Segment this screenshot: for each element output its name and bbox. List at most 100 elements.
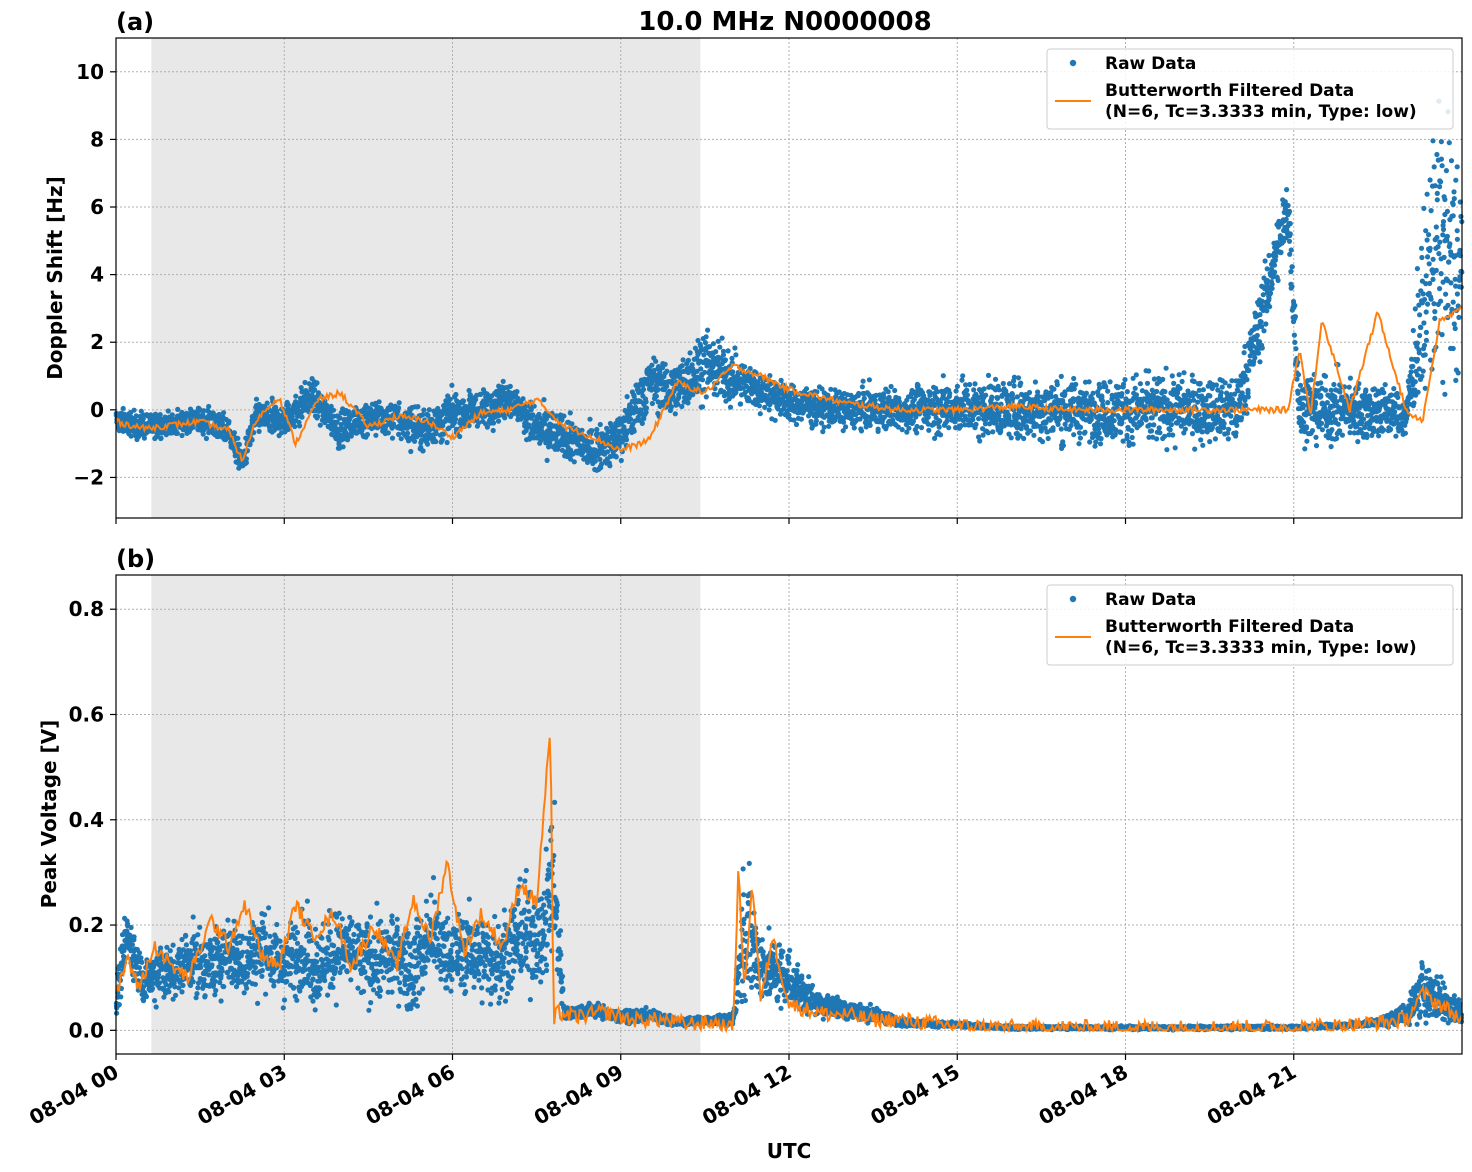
raw-data-point bbox=[946, 425, 952, 431]
raw-data-point bbox=[885, 389, 891, 395]
raw-data-point bbox=[867, 422, 873, 428]
raw-data-point bbox=[297, 423, 303, 429]
raw-data-point bbox=[1233, 430, 1239, 436]
raw-data-point bbox=[1328, 387, 1334, 393]
raw-data-point bbox=[1271, 262, 1278, 268]
raw-data-point bbox=[1207, 393, 1213, 399]
raw-data-point bbox=[1096, 430, 1102, 436]
raw-data-point bbox=[727, 404, 734, 410]
raw-data-point bbox=[1097, 385, 1103, 391]
raw-data-point bbox=[1301, 419, 1307, 425]
raw-data-point bbox=[453, 391, 459, 398]
raw-data-point bbox=[1381, 427, 1387, 433]
raw-data-point bbox=[1039, 439, 1046, 445]
raw-data-point bbox=[1261, 328, 1267, 334]
raw-data-point bbox=[1098, 436, 1104, 442]
raw-data-point bbox=[589, 428, 595, 434]
raw-data-point bbox=[1293, 346, 1299, 352]
raw-data-point bbox=[1154, 388, 1160, 395]
raw-data-point bbox=[1181, 370, 1187, 376]
raw-data-point bbox=[1179, 378, 1185, 385]
raw-data-point bbox=[330, 407, 337, 413]
raw-data-point bbox=[398, 436, 404, 442]
raw-data-point bbox=[643, 399, 649, 405]
raw-data-point bbox=[1197, 380, 1203, 386]
raw-data-point bbox=[698, 366, 704, 372]
raw-data-point bbox=[1322, 387, 1329, 393]
raw-data-point bbox=[866, 377, 873, 383]
raw-data-point bbox=[967, 381, 973, 388]
raw-data-point bbox=[201, 408, 207, 414]
raw-data-point bbox=[247, 441, 253, 448]
raw-data-point bbox=[1146, 368, 1152, 374]
raw-data-point bbox=[317, 422, 323, 428]
raw-data-point bbox=[1284, 187, 1290, 193]
raw-data-point bbox=[843, 424, 849, 430]
raw-data-point bbox=[396, 405, 402, 411]
raw-data-point bbox=[1218, 390, 1224, 396]
raw-data-point bbox=[1285, 202, 1291, 209]
raw-data-point bbox=[700, 377, 706, 383]
raw-data-point bbox=[737, 401, 744, 407]
raw-data-point bbox=[1291, 332, 1297, 338]
raw-data-point bbox=[1287, 231, 1293, 237]
raw-data-point bbox=[514, 389, 520, 395]
raw-data-point bbox=[1006, 412, 1012, 418]
raw-data-point bbox=[1143, 417, 1149, 423]
raw-data-point bbox=[133, 413, 139, 419]
raw-data-point bbox=[624, 394, 630, 400]
raw-data-point bbox=[1292, 302, 1298, 309]
raw-data-point bbox=[927, 389, 933, 395]
raw-data-point bbox=[1207, 439, 1213, 445]
raw-data-point bbox=[672, 411, 678, 417]
raw-data-point bbox=[892, 387, 898, 394]
raw-data-point bbox=[679, 363, 685, 369]
raw-data-point bbox=[426, 407, 432, 413]
raw-data-point bbox=[1068, 423, 1074, 429]
raw-data-point bbox=[1346, 384, 1352, 390]
raw-data-point bbox=[1313, 401, 1319, 407]
raw-data-point bbox=[613, 454, 619, 460]
raw-data-point bbox=[1266, 295, 1272, 301]
raw-data-point bbox=[1238, 415, 1245, 421]
raw-data-point bbox=[1259, 345, 1265, 351]
raw-data-point bbox=[1032, 379, 1038, 385]
raw-data-point bbox=[120, 405, 126, 412]
raw-data-point bbox=[1077, 435, 1083, 441]
raw-data-point bbox=[1154, 436, 1160, 442]
raw-data-point bbox=[717, 344, 723, 350]
raw-data-point bbox=[720, 352, 727, 358]
raw-data-point bbox=[1105, 400, 1111, 406]
raw-data-point bbox=[954, 383, 961, 389]
raw-data-point bbox=[1275, 277, 1281, 283]
raw-data-point bbox=[1258, 319, 1264, 325]
raw-data-point bbox=[1111, 418, 1117, 424]
raw-data-point bbox=[1077, 424, 1084, 430]
raw-data-point bbox=[1015, 421, 1022, 427]
raw-data-point bbox=[1212, 436, 1218, 442]
raw-data-point bbox=[597, 456, 603, 462]
raw-data-point bbox=[285, 402, 292, 408]
raw-data-point bbox=[918, 425, 925, 431]
raw-data-point bbox=[1267, 290, 1274, 296]
raw-data-point bbox=[1288, 269, 1294, 275]
raw-data-point bbox=[703, 334, 709, 340]
raw-data-point bbox=[710, 341, 717, 347]
raw-data-point bbox=[1120, 381, 1127, 387]
raw-data-point bbox=[203, 435, 209, 442]
raw-data-point bbox=[981, 386, 987, 392]
raw-data-point bbox=[243, 460, 249, 466]
raw-data-point bbox=[643, 405, 650, 411]
raw-data-point bbox=[1263, 321, 1269, 327]
raw-data-point bbox=[1189, 431, 1196, 437]
raw-data-point bbox=[896, 399, 903, 405]
raw-data-point bbox=[1172, 445, 1178, 451]
raw-data-point bbox=[1071, 386, 1077, 392]
raw-data-point bbox=[1226, 383, 1232, 389]
raw-data-point bbox=[314, 380, 320, 386]
raw-data-point bbox=[1388, 426, 1394, 432]
raw-data-point bbox=[449, 382, 455, 388]
raw-data-point bbox=[992, 376, 999, 382]
raw-data-point bbox=[1139, 420, 1145, 426]
